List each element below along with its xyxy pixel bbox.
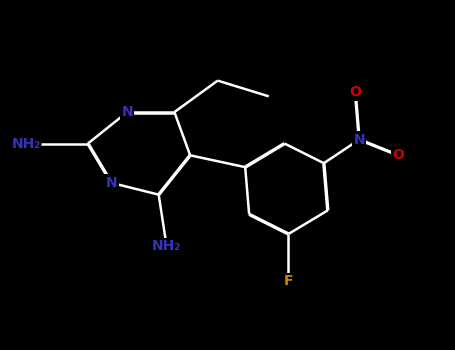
Text: N: N	[121, 105, 133, 119]
Text: O: O	[349, 85, 361, 99]
Text: O: O	[393, 148, 404, 162]
Text: N: N	[106, 176, 117, 190]
Text: N: N	[354, 133, 365, 147]
Text: NH₂: NH₂	[152, 239, 181, 253]
Text: F: F	[284, 274, 293, 288]
Text: NH₂: NH₂	[11, 136, 40, 150]
